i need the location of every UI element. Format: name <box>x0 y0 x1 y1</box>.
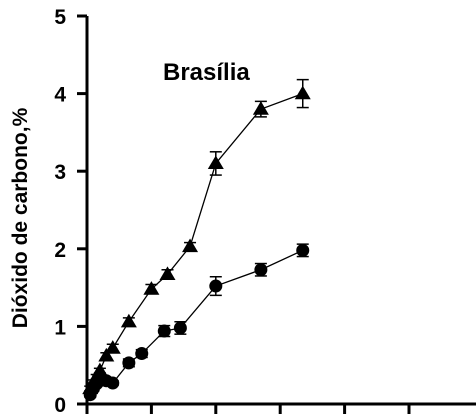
chart-series <box>82 78 311 402</box>
data-point-triangle <box>98 347 115 362</box>
y-tick-label-2: 2 <box>54 239 66 262</box>
y-tick-label-1: 1 <box>54 316 66 339</box>
series-line-circle <box>89 249 304 395</box>
y-tick-label-4: 4 <box>54 84 66 107</box>
data-point-triangle <box>120 313 137 328</box>
chart-annotation-city: Brasília <box>163 59 250 86</box>
y-axis-title: Dióxido de carbono,% <box>9 107 32 328</box>
data-point-triangle <box>252 101 269 115</box>
y-tick-label-3: 3 <box>54 161 66 184</box>
data-point-circle <box>106 376 120 390</box>
data-point-triangle <box>143 281 160 295</box>
series-line-triangle <box>89 92 303 389</box>
data-point-circle <box>173 321 187 335</box>
data-point-triangle <box>104 340 121 354</box>
data-point-triangle <box>159 266 176 281</box>
data-point-circle <box>122 356 136 370</box>
chart-axes: 0 1 2 3 4 5 <box>54 6 476 416</box>
y-tick-label-0: 0 <box>54 394 66 416</box>
y-tick-label-5: 5 <box>54 6 66 29</box>
data-point-triangle <box>182 238 199 253</box>
data-point-circle <box>135 347 149 361</box>
data-point-triangle <box>294 85 311 100</box>
series-circle <box>83 243 310 402</box>
series-triangle <box>82 78 311 395</box>
data-point-triangle <box>207 155 224 170</box>
data-point-circle <box>254 263 268 277</box>
data-point-circle <box>209 279 223 293</box>
data-point-circle <box>157 324 171 338</box>
data-point-circle <box>296 243 310 257</box>
data-point-triangle <box>91 362 108 377</box>
